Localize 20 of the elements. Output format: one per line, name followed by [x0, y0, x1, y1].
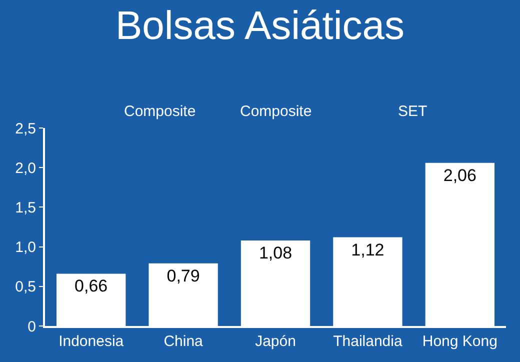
y-tick-label: 1,5 — [15, 199, 36, 216]
x-tick-label: Indonesia — [58, 333, 124, 350]
text: Composite — [124, 103, 196, 120]
y-tick-label: 2,5 — [15, 120, 36, 138]
x-tick-label: Thailandia — [333, 333, 403, 350]
text: Composite — [240, 103, 312, 120]
data-label: 1,12 — [351, 240, 384, 260]
y-tick-label: 2,0 — [15, 160, 36, 177]
y-tick-label: 0 — [28, 318, 36, 336]
data-label: 0,79 — [166, 266, 200, 286]
data-label: 0,66 — [74, 276, 108, 296]
data-label: 2,06 — [443, 166, 476, 185]
y-tick-label: 1,0 — [15, 239, 36, 256]
text: SET — [398, 103, 428, 120]
x-tick-label: Japón — [255, 333, 296, 350]
chart-title: Bolsas Asiáticas — [115, 4, 405, 48]
x-tick-label: Hong Kong — [422, 333, 498, 350]
data-label: 1,08 — [258, 243, 292, 262]
x-tick-label: China — [164, 333, 204, 350]
y-tick-label: 0,5 — [15, 278, 36, 296]
